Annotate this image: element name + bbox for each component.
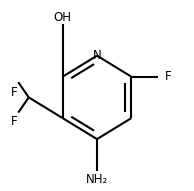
Text: F: F	[11, 86, 18, 99]
Text: N: N	[93, 49, 101, 62]
Text: F: F	[11, 115, 18, 128]
Text: OH: OH	[54, 11, 72, 24]
Text: NH₂: NH₂	[86, 173, 108, 186]
Text: F: F	[165, 70, 171, 83]
